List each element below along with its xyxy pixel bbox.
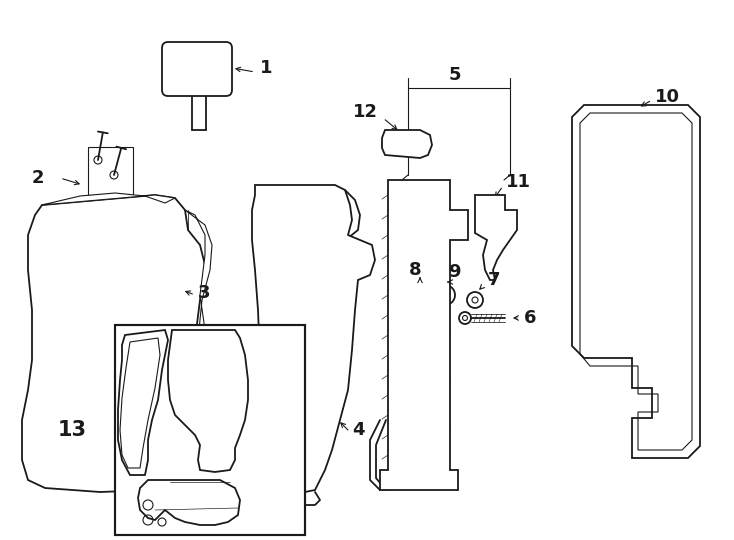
Polygon shape [138,480,240,525]
Text: 5: 5 [448,66,461,84]
Text: 10: 10 [655,88,680,106]
Text: 11: 11 [506,173,531,191]
Text: 1: 1 [260,59,272,77]
Bar [88,147,133,195]
Text: 7: 7 [488,271,501,289]
Text: 3: 3 [198,284,211,302]
Text: 2: 2 [32,169,44,187]
Polygon shape [572,105,700,458]
Text: 6: 6 [524,309,537,327]
FancyBboxPatch shape [162,42,232,96]
Bar [115,325,305,535]
Text: 8: 8 [409,261,421,279]
Polygon shape [382,130,432,158]
Polygon shape [475,195,517,280]
Text: 13: 13 [57,420,87,440]
Text: 12: 12 [352,103,377,121]
Text: 4: 4 [352,421,365,439]
Polygon shape [155,210,212,490]
Polygon shape [42,193,175,205]
Polygon shape [168,330,248,472]
Polygon shape [118,330,168,475]
Text: 9: 9 [448,263,460,281]
Polygon shape [22,195,205,492]
Polygon shape [380,180,468,490]
Polygon shape [252,185,375,492]
